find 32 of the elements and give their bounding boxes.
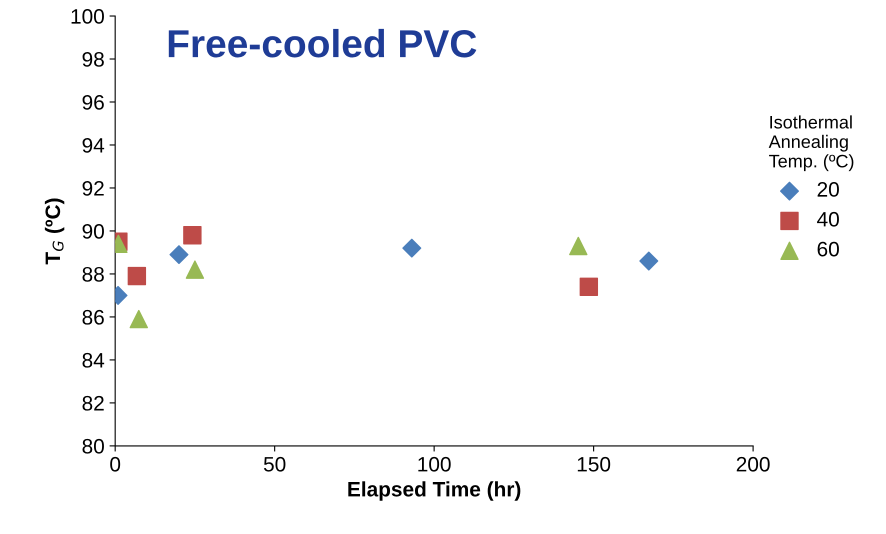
legend-label: 20 (818, 182, 839, 197)
point (569, 236, 588, 256)
x-tick-label: 200 (736, 456, 770, 472)
point (402, 238, 422, 258)
y-tick-label: 94 (82, 138, 104, 153)
x-tick-label: 0 (110, 456, 120, 472)
y-tick-label: 86 (82, 310, 104, 325)
y-tick-label: 92 (82, 180, 104, 196)
legend-label: 40 (817, 212, 839, 227)
y-axis-title: T$_{G}$ (ºC) (44, 198, 64, 264)
y-tick-label: 100 (72, 9, 104, 24)
chart-title: Free-cooled PVC (168, 28, 476, 58)
point (130, 310, 148, 328)
y-tick-label: 84 (82, 352, 104, 368)
point (639, 252, 658, 271)
legend-label: 60 (818, 242, 839, 256)
y-tick-label: 90 (82, 224, 104, 239)
y-tick-label: 88 (82, 266, 104, 282)
point (580, 278, 598, 296)
x-tick-label: 50 (264, 456, 286, 472)
point (186, 260, 204, 279)
y-tick-label: 82 (82, 396, 104, 411)
x-tick-label: 150 (578, 456, 610, 472)
y-tick-label: 96 (82, 94, 104, 110)
point (169, 245, 188, 264)
x-tick-label: 100 (418, 456, 451, 472)
point (128, 266, 146, 286)
legend-title: Isothermal Annealing Temp. (ºC) (768, 115, 854, 172)
x-axis-title: Elapsed Time (hr) (348, 481, 520, 501)
point (183, 226, 202, 244)
y-tick-label: 80 (82, 438, 104, 454)
y-tick-label: 98 (82, 52, 104, 67)
